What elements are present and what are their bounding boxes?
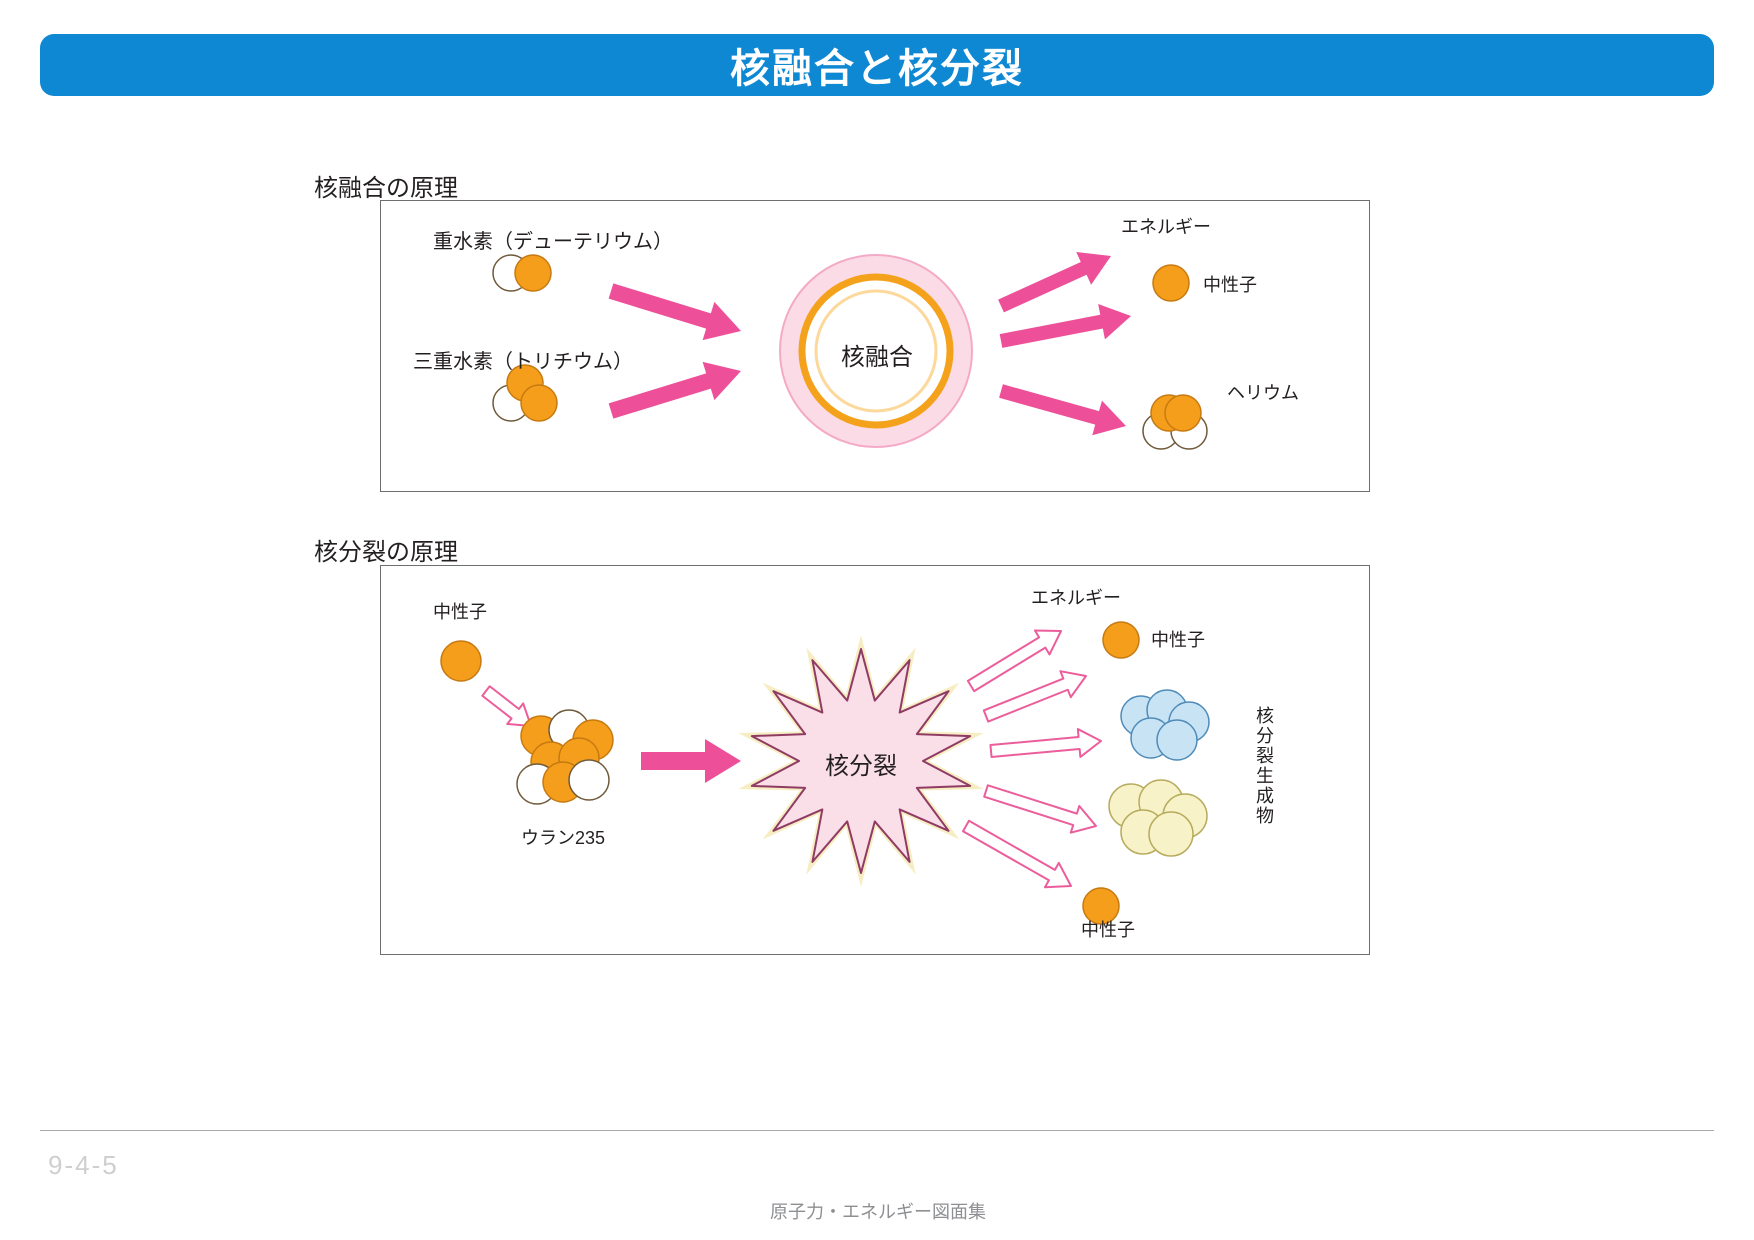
label-neutron-bottom: 中性子 — [1081, 916, 1135, 942]
label-tritium: 三重水素（トリチウム） — [413, 345, 633, 374]
label-uranium: ウラン235 — [521, 824, 605, 850]
label-fusion-neutron: 中性子 — [1203, 271, 1257, 297]
label-neutron-top: 中性子 — [1151, 626, 1205, 652]
fusion-section-title: 核融合の原理 — [314, 168, 458, 203]
fission-section-title: 核分裂の原理 — [314, 532, 458, 567]
footer-text: 原子力・エネルギー図面集 — [770, 1198, 986, 1224]
label-fusion-center: 核融合 — [841, 337, 913, 372]
label-fission-energy: エネルギー — [1031, 584, 1121, 610]
footer-rule — [40, 1130, 1714, 1131]
label-neutron-in: 中性子 — [433, 598, 487, 624]
label-fission-products: 核分裂生成物 — [1251, 706, 1277, 826]
fission-panel: 中性子 ウラン235 エネルギー 中性子 中性子 核分裂生成物 核分裂 — [380, 565, 1370, 955]
title-bar: 核融合と核分裂 — [40, 34, 1714, 96]
label-deuterium: 重水素（デューテリウム） — [433, 225, 673, 254]
label-fusion-energy: エネルギー — [1121, 213, 1211, 239]
label-fission-center: 核分裂 — [825, 746, 897, 781]
page-title: 核融合と核分裂 — [730, 36, 1024, 94]
fusion-panel: 重水素（デューテリウム） 三重水素（トリチウム） エネルギー 中性子 ヘリウム … — [380, 200, 1370, 492]
label-fusion-helium: ヘリウム — [1227, 379, 1299, 405]
page-number: 9-4-5 — [48, 1150, 119, 1181]
